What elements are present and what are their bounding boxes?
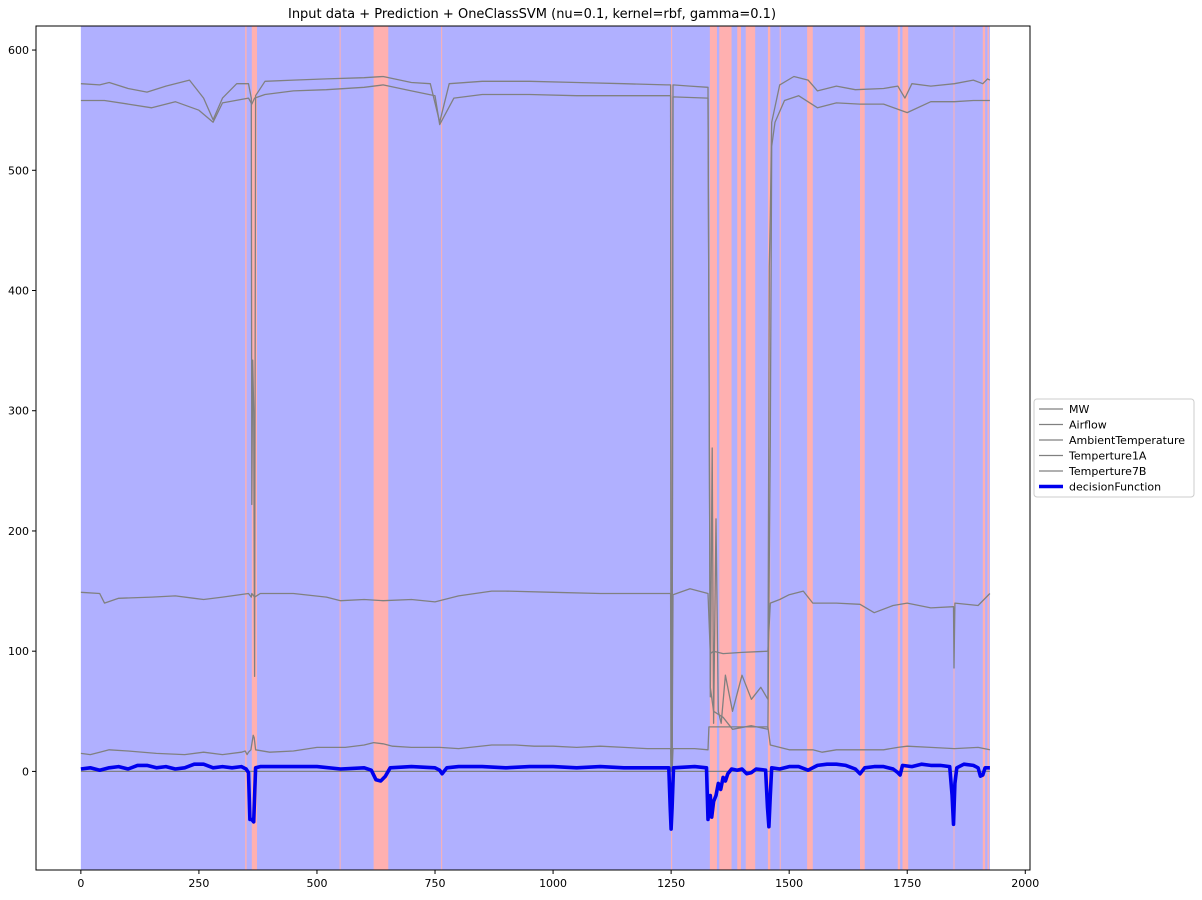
y-tick-label: 0 (22, 765, 29, 778)
legend-label: AmbientTemperature (1069, 434, 1185, 447)
legend-label: MW (1069, 403, 1089, 416)
outlier-span (779, 26, 781, 870)
series-line-decisionfunction (80, 762, 990, 831)
axes: 0 250 500 750 1000 1250 1500 1750 2000 0 100 200 300… (8, 25, 1039, 890)
legend-item: MW (1039, 403, 1089, 416)
outlier-span (745, 26, 756, 870)
x-tick-label: 500 (306, 877, 327, 890)
outlier-span (339, 26, 341, 870)
legend-item: Airflow (1039, 419, 1107, 432)
y-tick-label: 600 (8, 44, 29, 57)
outlier-span (709, 26, 717, 870)
outlier-span (860, 26, 865, 870)
x-tick-label: 1500 (775, 877, 803, 890)
chart-title: Input data + Prediction + OneClassSVM (n… (288, 7, 776, 22)
legend-label: decisionFunction (1069, 481, 1161, 494)
series-line-temperture1a (80, 726, 991, 773)
outlier-span (897, 26, 901, 870)
outlier-span (441, 26, 443, 870)
legend-box (1033, 398, 1195, 498)
x-tick-label: 2000 (1011, 877, 1039, 890)
inlier-span (80, 26, 990, 870)
legend-item: AmbientTemperature (1039, 434, 1185, 447)
outlier-span (807, 26, 813, 870)
axes-frame (35, 25, 1031, 871)
legend-label: Temperture7B (1068, 465, 1146, 478)
x-tick-label: 0 (77, 877, 84, 890)
outlier-span (987, 26, 989, 870)
legend-item: decisionFunction (1039, 481, 1161, 494)
outlier-span (671, 26, 673, 870)
y-tick-label: 300 (8, 405, 29, 418)
legend-item: Temperture7B (1039, 465, 1146, 478)
y-tick-label: 500 (8, 164, 29, 177)
series-line-ambienttemperature (80, 588, 991, 773)
y-tick-label: 200 (8, 525, 29, 538)
outlier-span (719, 26, 732, 870)
legend-label: Temperture1A (1068, 450, 1147, 463)
x-tick-label: 1750 (893, 877, 921, 890)
x-tick-label: 1000 (539, 877, 567, 890)
plot-area (80, 26, 991, 870)
outlier-span (737, 26, 742, 870)
y-tick-label: 400 (8, 285, 29, 298)
outlier-span (245, 26, 247, 870)
x-tick-label: 250 (188, 877, 209, 890)
legend: MW Airflow AmbientTemperature Temperture1A T… (1033, 398, 1195, 498)
x-tick-label: 750 (425, 877, 446, 890)
outlier-span (953, 26, 955, 870)
legend-item: Temperture1A (1039, 450, 1147, 463)
outlier-span (373, 26, 389, 870)
legend-label: Airflow (1069, 419, 1107, 432)
x-tick-label: 1250 (657, 877, 685, 890)
series-line-airflow (80, 84, 990, 773)
y-tick-label: 100 (8, 645, 29, 658)
outlier-span (982, 26, 986, 870)
outlier-span (902, 26, 909, 870)
